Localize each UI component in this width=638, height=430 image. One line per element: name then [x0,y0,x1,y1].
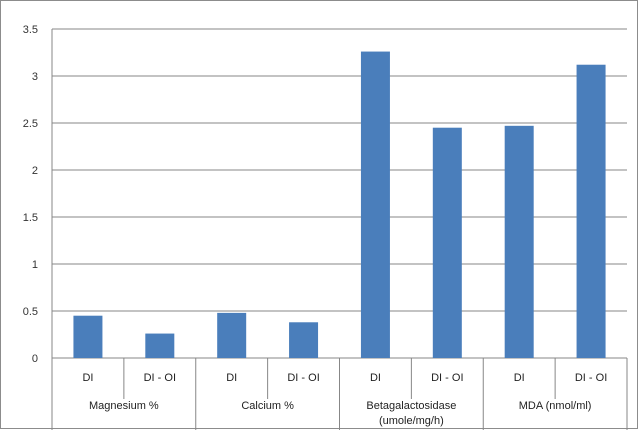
y-tick-label: 0.5 [23,306,38,318]
bar-3 [217,312,247,358]
group-label: Calcium % [241,400,294,412]
y-tick-label: 2 [32,165,38,177]
y-tick-label: 3.5 [23,24,38,36]
bar-1 [73,315,103,358]
y-tick-label: 0 [32,353,38,365]
x-category-label: DI [370,372,381,384]
bar-5 [360,51,390,359]
x-category-label: DI - OI [575,372,607,384]
bar-4 [289,322,319,358]
group-label: Magnesium % [89,400,159,412]
x-category-label: DI [226,372,237,384]
bar-2 [145,333,175,358]
x-category-label: DI [82,372,93,384]
x-category-label: DI - OI [144,372,176,384]
group-label: (umole/mg/h) [379,415,444,427]
group-label: MDA (nmol/ml) [519,400,592,412]
y-tick-label: 1 [32,259,38,271]
y-tick-label: 2.5 [23,118,38,130]
bar-6 [432,127,462,358]
y-tick-label: 1.5 [23,212,38,224]
bar-8 [576,64,606,358]
y-tick-label: 3 [32,71,38,83]
group-label: Betagalactosidase [366,400,456,412]
bar-7 [504,125,534,358]
x-category-label: DI - OI [287,372,319,384]
x-category-label: DI - OI [431,372,463,384]
x-category-label: DI [514,372,525,384]
